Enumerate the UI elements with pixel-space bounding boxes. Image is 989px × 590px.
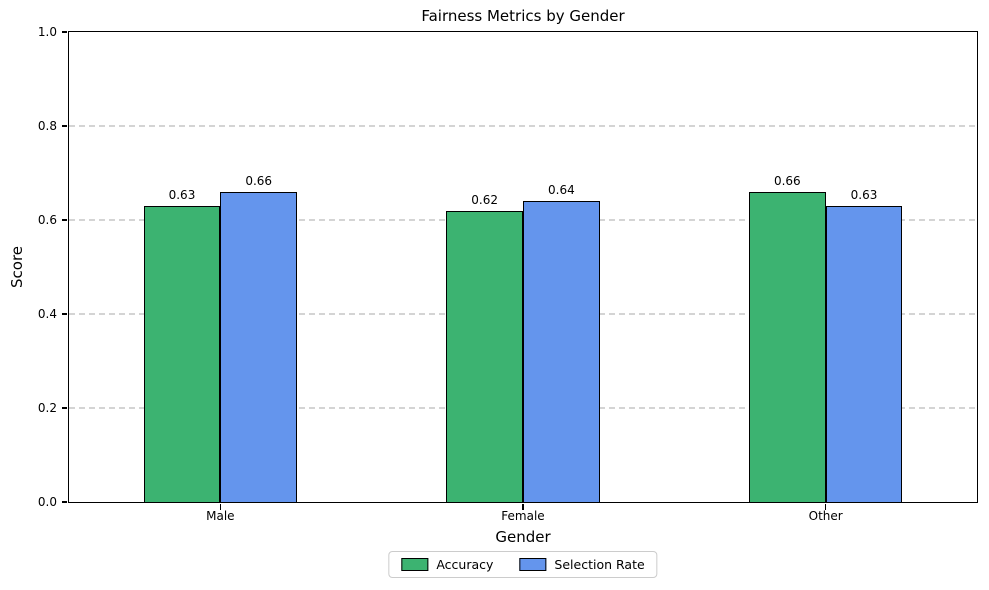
plot-area: 0.0 0.2 0.4 0.6 0.8 1.0 Male Female Other 0.63 0.6… <box>38 25 978 523</box>
bar-value-label: 0.62 <box>471 192 498 207</box>
y-tick-label: 0.8 <box>37 119 57 133</box>
legend: Accuracy Selection Rate <box>388 551 658 578</box>
bar-accuracy-other <box>748 191 826 502</box>
legend-item-accuracy: Accuracy <box>401 557 493 572</box>
bar-value-label: 0.63 <box>168 187 196 202</box>
y-tick-mark <box>62 407 67 409</box>
y-axis-label: Score <box>8 245 26 289</box>
x-tick-label-female: Female <box>501 509 545 523</box>
bar-accuracy-female <box>446 210 523 502</box>
bar-selection-rate-female <box>523 201 600 502</box>
x-tick-label-male: Male <box>206 509 235 523</box>
gridline-y-0.8 <box>69 125 977 127</box>
y-tick-label: 0.0 <box>37 495 57 509</box>
y-tick-label: 0.4 <box>37 307 57 321</box>
x-tick-mark <box>219 504 222 510</box>
legend-item-selection-rate: Selection Rate <box>519 557 645 572</box>
y-tick-label: 0.2 <box>37 401 57 415</box>
x-axis-label: Gender <box>495 528 551 546</box>
bar-value-label: 0.64 <box>548 183 575 198</box>
y-tick-mark <box>62 501 67 503</box>
bar-selection-rate-male <box>220 191 298 502</box>
y-tick-mark <box>62 31 67 33</box>
legend-label: Accuracy <box>436 557 494 572</box>
x-tick-mark <box>824 504 827 510</box>
bar-accuracy-male <box>143 205 221 502</box>
chart-title: Fairness Metrics by Gender <box>421 7 625 25</box>
legend-swatch-icon <box>519 558 547 571</box>
bar-value-label: 0.66 <box>245 173 273 188</box>
bar-selection-rate-other <box>825 205 903 502</box>
legend-label: Selection Rate <box>554 557 645 572</box>
y-tick-mark <box>62 125 67 127</box>
x-tick-label-other: Other <box>808 509 843 523</box>
y-tick-label: 1.0 <box>37 25 57 39</box>
y-tick-mark <box>62 219 67 221</box>
bar-value-label: 0.63 <box>850 187 878 202</box>
y-tick-label: 0.6 <box>37 213 57 227</box>
x-tick-mark <box>522 504 524 510</box>
bar-value-label: 0.66 <box>773 173 801 188</box>
legend-swatch-icon <box>401 558 429 571</box>
y-tick-mark <box>62 313 67 315</box>
